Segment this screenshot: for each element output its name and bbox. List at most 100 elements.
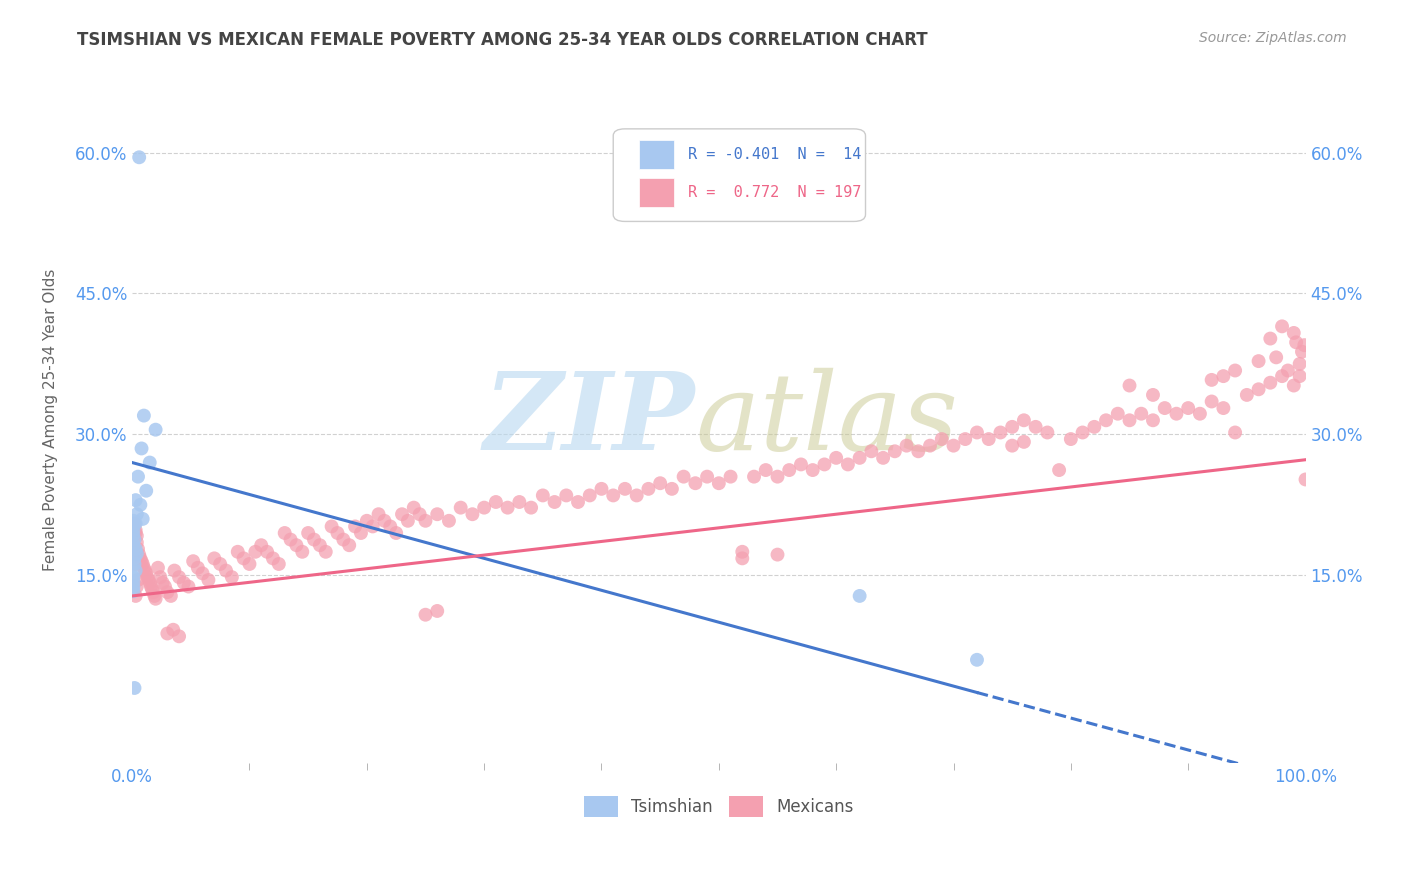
Point <box>141 582 163 597</box>
Point <box>907 444 929 458</box>
Point <box>124 681 146 695</box>
Point <box>766 469 789 483</box>
Point <box>291 545 314 559</box>
Point <box>472 500 495 515</box>
Point <box>138 573 160 587</box>
Point <box>124 526 146 541</box>
Point <box>162 623 184 637</box>
Point <box>124 493 146 508</box>
Point <box>896 439 918 453</box>
Point <box>672 469 695 483</box>
Point <box>297 526 319 541</box>
Point <box>122 523 145 537</box>
Point <box>637 482 659 496</box>
Point <box>591 482 613 496</box>
Point <box>1277 363 1299 377</box>
Point <box>1271 319 1294 334</box>
Point <box>1271 369 1294 384</box>
Point <box>813 458 835 472</box>
Point <box>778 463 800 477</box>
Point <box>1282 326 1305 340</box>
Point <box>124 523 146 537</box>
Point <box>285 538 308 552</box>
Text: R = -0.401  N =  14: R = -0.401 N = 14 <box>689 147 862 162</box>
Point <box>127 541 149 556</box>
Point <box>520 500 543 515</box>
Point <box>825 450 848 465</box>
Point <box>848 450 870 465</box>
Point <box>1153 401 1175 415</box>
Point <box>1130 407 1153 421</box>
Point <box>350 526 373 541</box>
Point <box>146 560 169 574</box>
Point <box>124 564 146 578</box>
Point <box>1282 378 1305 392</box>
Point <box>931 432 953 446</box>
Point <box>1265 351 1288 365</box>
Point <box>1288 357 1310 371</box>
Point <box>837 458 859 472</box>
Point <box>131 557 153 571</box>
Point <box>1095 413 1118 427</box>
Point <box>232 551 254 566</box>
Point <box>197 573 219 587</box>
Point <box>124 533 146 547</box>
Point <box>415 514 437 528</box>
Point <box>124 545 146 559</box>
Point <box>1188 407 1211 421</box>
Point <box>139 575 162 590</box>
Point <box>337 538 360 552</box>
Point <box>731 545 754 559</box>
Point <box>122 518 145 533</box>
Point <box>132 560 155 574</box>
Bar <box>640 140 675 169</box>
Point <box>124 589 146 603</box>
Point <box>131 512 153 526</box>
Point <box>156 626 179 640</box>
Point <box>626 488 648 502</box>
Point <box>380 519 402 533</box>
Point <box>790 458 813 472</box>
Point <box>122 570 145 584</box>
Point <box>135 566 157 581</box>
Point <box>124 551 146 566</box>
Point <box>181 554 204 568</box>
Point <box>1212 401 1234 415</box>
Point <box>402 500 425 515</box>
Point <box>129 498 152 512</box>
Point <box>332 533 354 547</box>
Point <box>1036 425 1059 440</box>
Point <box>883 444 905 458</box>
Point <box>191 566 214 581</box>
Text: atlas: atlas <box>696 368 959 473</box>
Point <box>125 580 148 594</box>
Point <box>966 653 988 667</box>
Point <box>602 488 624 502</box>
FancyBboxPatch shape <box>613 128 866 221</box>
Point <box>437 514 460 528</box>
Point <box>496 500 519 515</box>
Point <box>124 557 146 571</box>
Point <box>1201 394 1223 409</box>
Point <box>163 564 186 578</box>
Point <box>461 507 484 521</box>
Point <box>942 439 965 453</box>
Point <box>707 476 730 491</box>
Point <box>1047 463 1070 477</box>
Point <box>187 560 209 574</box>
Point <box>578 488 600 502</box>
Point <box>209 557 232 571</box>
Point <box>361 519 384 533</box>
Point <box>135 483 157 498</box>
Point <box>1166 407 1188 421</box>
Point <box>661 482 683 496</box>
Point <box>125 547 148 561</box>
Point <box>173 575 195 590</box>
Point <box>245 545 267 559</box>
Point <box>1223 363 1246 377</box>
Point <box>149 570 172 584</box>
Point <box>1012 434 1035 449</box>
Point <box>1060 432 1083 446</box>
Point <box>122 514 145 528</box>
Point <box>766 548 789 562</box>
